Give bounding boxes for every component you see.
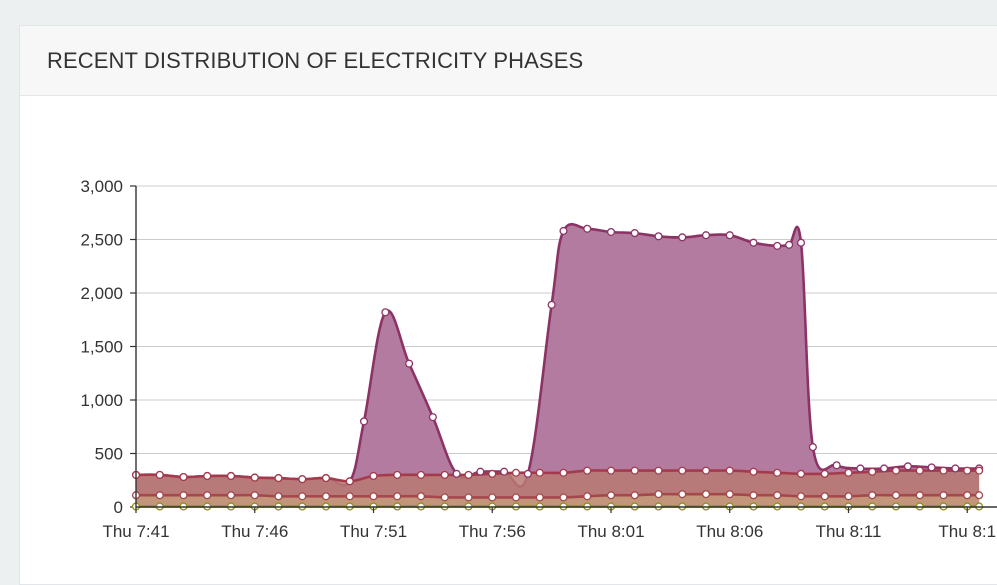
chart-panel: RECENT DISTRIBUTION OF ELECTRICITY PHASE… xyxy=(19,25,997,585)
panel-title: RECENT DISTRIBUTION OF ELECTRICITY PHASE… xyxy=(47,47,584,73)
panel-header: RECENT DISTRIBUTION OF ELECTRICITY PHASE… xyxy=(20,26,997,96)
